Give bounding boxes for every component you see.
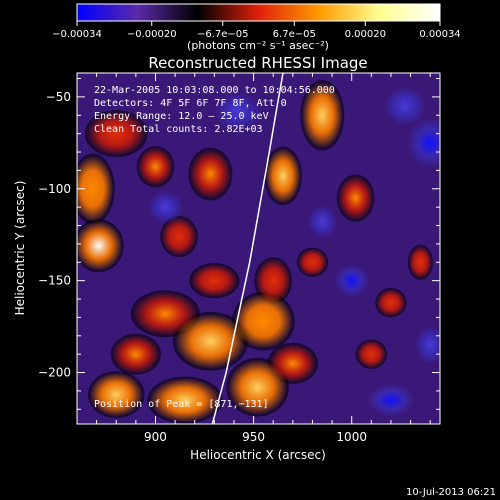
colorbar-tick-label: −0.00020 (127, 29, 177, 40)
heatmap-blob (233, 293, 293, 349)
x-axis-label: Heliocentric X (arcsec) (190, 448, 326, 462)
y-tick-label: −100 (38, 182, 71, 196)
heatmap-blob (337, 175, 374, 221)
heatmap-image (77, 73, 440, 424)
y-axis-label: Heliocentric Y (arcsec) (13, 181, 27, 316)
heatmap-blob (415, 325, 440, 365)
heatmap-blob (149, 378, 221, 423)
colorbar-unit-label: (photons cm⁻² s⁻¹ asec⁻²) (187, 39, 329, 52)
heatmap-blob (89, 372, 143, 417)
x-tick-label: 950 (242, 430, 265, 444)
solar-limb-curve (211, 73, 284, 424)
heatmap-blob (77, 155, 114, 222)
colorbar (76, 3, 441, 22)
footer-date: 10-Jul-2013 06:21 (406, 487, 496, 498)
colorbar-tick-label: 0.00020 (345, 29, 386, 40)
heatmap-blob (175, 313, 246, 369)
heatmap-blob (408, 245, 433, 279)
colorbar-tick-label: 0.00034 (419, 29, 460, 40)
heatmap-blob (356, 340, 387, 368)
heatmap-blob (77, 220, 123, 271)
y-tick-label: −150 (38, 274, 71, 288)
heatmap-blob (376, 288, 406, 317)
peak-position-label: Position of Peak = [871,−131] (94, 399, 269, 410)
x-axis-ticks: 900 950 1000 (96, 73, 431, 444)
x-tick-label: 1000 (336, 430, 367, 444)
heatmap-blob (112, 334, 160, 374)
heatmap-blob (137, 147, 174, 187)
colorbar-ticks: −0.00034 −0.00020 −6.7e−05 6.7e−05 0.00020 0.… (52, 21, 461, 40)
heatmap-blob (161, 217, 197, 256)
colorbar-tick-label: −0.00034 (52, 29, 102, 40)
heatmap-blob (269, 344, 317, 383)
plot-frame (76, 72, 441, 425)
heatmap-blob (255, 258, 291, 303)
heatmap-blob (189, 149, 232, 199)
heatmap-blob (147, 190, 183, 224)
y-axis-ticks: −200 −150 −100 −50 (38, 78, 440, 410)
colorbar-tick-label: 6.7e−05 (273, 29, 316, 40)
heatmap-blob (265, 148, 301, 204)
heatmap-blob (384, 86, 426, 126)
annotation-energy-range: Energy Range: 12.0 – 25.0 keV (94, 111, 269, 122)
heatmap-blob (86, 111, 146, 156)
x-tick-label: 900 (144, 430, 167, 444)
heatmap-blob (214, 92, 262, 131)
colorbar-tick-label: −6.7e−05 (197, 29, 249, 40)
heatmap-blob (228, 359, 287, 415)
chart-title: Reconstructed RHESSI Image (148, 54, 367, 72)
annotation-clean-counts: Clean Total counts: 2.82E+03 (94, 124, 263, 135)
heatmap-blob (307, 205, 337, 239)
heatmap-blob (301, 82, 343, 149)
heatmap-blob (406, 118, 440, 168)
y-tick-label: −50 (46, 90, 71, 104)
heatmap-blob (367, 383, 415, 417)
heatmap-blob (297, 248, 328, 277)
heatmap-blob (132, 291, 198, 336)
heatmap-blob (190, 264, 238, 298)
heatmap-blob (334, 264, 370, 298)
annotation-detectors: Detectors: 4F 5F 6F 7F 8F, Att 0 (94, 98, 287, 109)
annotation-time-range: 22‑Mar‑2005 10:03:08.000 to 10:04:56.000 (94, 85, 335, 96)
y-tick-label: −200 (38, 366, 71, 380)
